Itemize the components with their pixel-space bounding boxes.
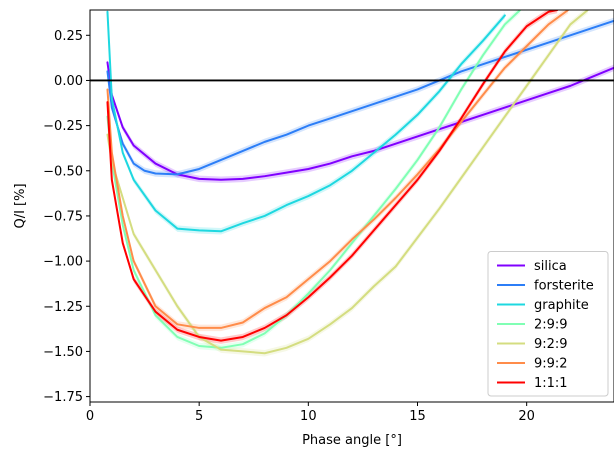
y-tick-label: −0.25 [43, 119, 83, 134]
x-tick-label: 20 [518, 409, 535, 424]
x-tick-label: 0 [86, 409, 94, 424]
x-tick-label: 5 [195, 409, 203, 424]
plot-frame [89, 9, 614, 403]
y-axis-label: Q/I [%] [13, 183, 28, 228]
x-tick-label: 10 [300, 409, 317, 424]
y-tick-label: 0.25 [54, 29, 83, 44]
series-line-9:9:2 [106, 10, 570, 329]
legend-label: 9:9:2 [534, 357, 568, 372]
legend-label: 9:2:9 [534, 337, 568, 352]
y-axis-ticks: −1.75 −1.50 −1.25 −1.00 −0.75 −0.50 −0.25 0.00 0… [43, 29, 90, 405]
y-tick-label: −1.75 [43, 390, 83, 405]
x-axis-label: Phase angle [°] [302, 433, 402, 448]
band-9:9:2 [107, 10, 569, 332]
legend: silica forsterite graphite 2:9:9 9:2:9 9:9:2 1… [487, 251, 609, 397]
x-tick-label: 15 [409, 409, 426, 424]
series-line-9:2:9 [106, 10, 589, 355]
x-axis-ticks: 0 5 10 15 20 [86, 402, 535, 424]
series-lines [106, 10, 614, 355]
y-tick-label: 0.00 [54, 74, 83, 89]
series-line-1:1:1 [106, 10, 559, 342]
y-tick-label: −1.50 [43, 345, 83, 360]
legend-box [487, 251, 609, 397]
y-tick-label: −0.50 [43, 164, 83, 179]
legend-label: graphite [534, 298, 589, 313]
y-tick-label: −1.25 [43, 300, 83, 315]
y-tick-label: −0.75 [43, 209, 83, 224]
legend-label: forsterite [534, 279, 594, 294]
series-line-2:9:9 [106, 10, 522, 349]
legend-label: silica [534, 259, 567, 274]
series-line-graphite [106, 10, 506, 233]
legend-label: 1:1:1 [534, 376, 568, 391]
legend-label: 2:9:9 [534, 318, 568, 333]
y-tick-label: −1.00 [43, 255, 83, 270]
series-line-silica [106, 61, 614, 181]
